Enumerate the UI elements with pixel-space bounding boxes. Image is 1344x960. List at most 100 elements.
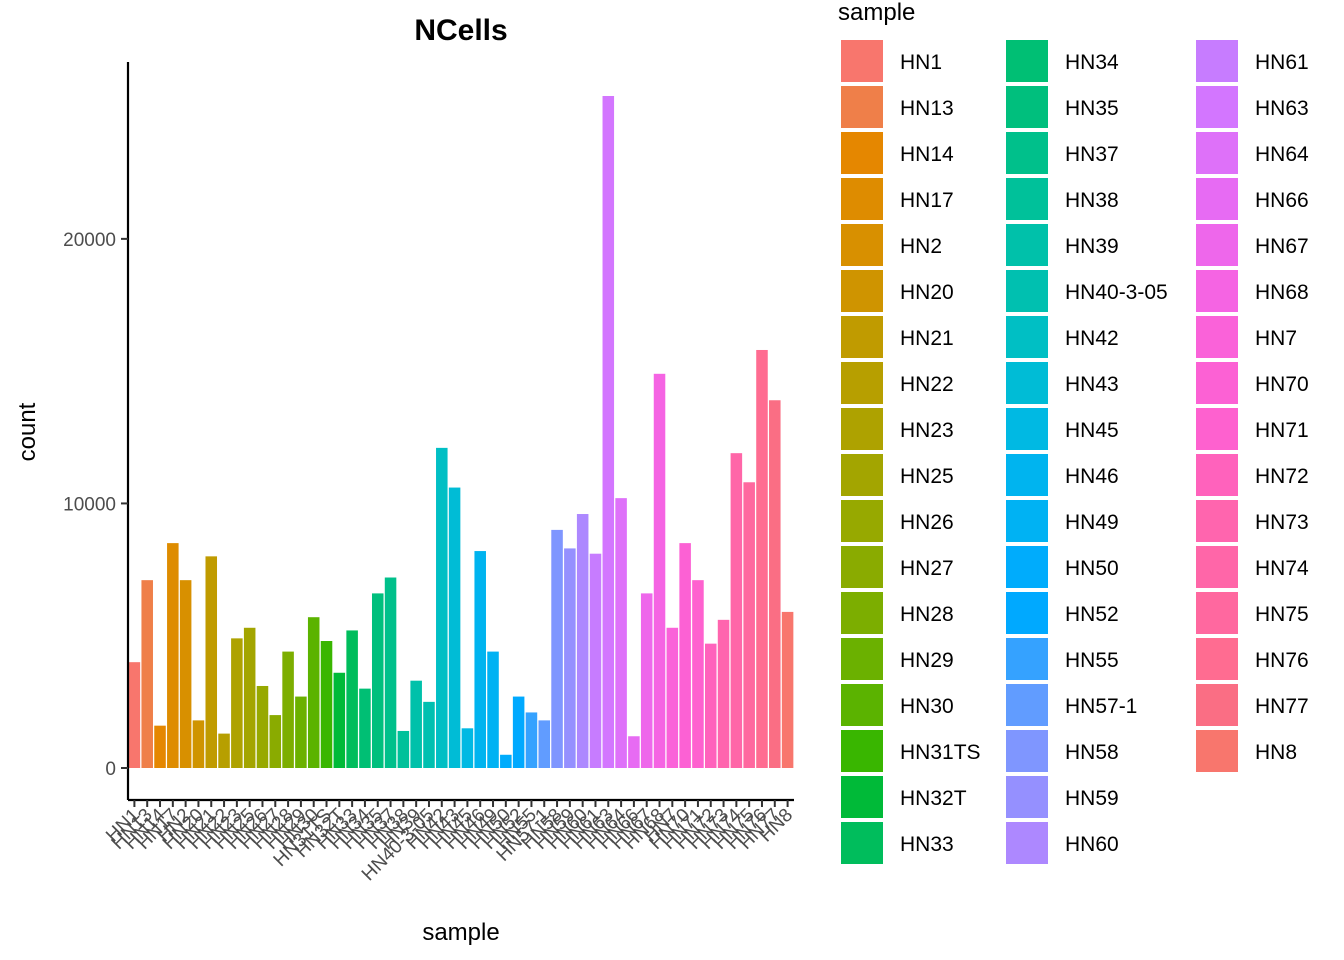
- legend-label: HN17: [900, 189, 954, 212]
- legend-key-hn14: [841, 132, 883, 174]
- legend-key-hn50: [1006, 546, 1048, 588]
- legend-key-hn67: [1196, 224, 1238, 266]
- bar-hn59: [564, 548, 576, 768]
- legend-key-hn2: [841, 224, 883, 266]
- bar-hn55: [525, 712, 538, 768]
- legend-label: HN45: [1065, 419, 1119, 442]
- legend-key-hn40-3-05: [1006, 270, 1048, 312]
- legend-key-hn58: [1006, 730, 1048, 772]
- y-ticks-group: 0 10000 20000: [63, 230, 128, 780]
- bars-group: [128, 96, 794, 768]
- legend-label: HN23: [900, 419, 954, 442]
- legend-key-hn28: [841, 592, 883, 634]
- bar-hn20: [192, 720, 205, 768]
- legend-label: HN35: [1065, 97, 1119, 120]
- legend-label: HN38: [1065, 189, 1119, 212]
- bar-hn26: [256, 685, 269, 768]
- bar-hn64: [615, 498, 627, 768]
- bar-hn52: [512, 696, 525, 768]
- bar-hn57-1: [538, 720, 551, 768]
- legend-key-hn64: [1196, 132, 1238, 174]
- bar-hn60: [576, 514, 589, 768]
- bar-hn58: [551, 529, 563, 768]
- bar-hn13: [141, 580, 153, 768]
- legend-label: HN63: [1255, 97, 1309, 120]
- legend-key-hn57-1: [1006, 684, 1048, 726]
- legend-label: HN42: [1065, 327, 1119, 350]
- legend-key-hn25: [841, 454, 883, 496]
- legend-key-hn52: [1006, 592, 1048, 634]
- legend-label: HN7: [1255, 327, 1297, 350]
- legend-key-hn38: [1006, 178, 1048, 220]
- bar-hn38: [397, 730, 410, 768]
- legend-label: HN34: [1065, 51, 1119, 74]
- bar-hn25: [243, 627, 256, 768]
- bar-hn76: [756, 349, 768, 768]
- bar-hn46: [474, 551, 486, 768]
- bar-hn61: [589, 553, 602, 768]
- bar-hn30: [307, 617, 320, 768]
- legend-key-hn29: [841, 638, 883, 680]
- bar-hn7: [666, 627, 679, 768]
- legend: HN1 HN13 HN14 HN17 HN2 HN20 HN21 HN22 HN23 HN25 HN…: [841, 40, 1309, 864]
- bar-hn8: [781, 611, 794, 768]
- legend-key-hn71: [1196, 408, 1238, 450]
- bar-hn75: [743, 482, 755, 768]
- legend-label: HN59: [1065, 787, 1119, 810]
- legend-label: HN32T: [900, 787, 967, 810]
- legend-label: HN13: [900, 97, 954, 120]
- legend-key-hn70: [1196, 362, 1238, 404]
- bar-hn17: [167, 543, 179, 768]
- legend-key-hn76: [1196, 638, 1238, 680]
- legend-label: HN27: [900, 557, 954, 580]
- legend-key-hn46: [1006, 454, 1048, 496]
- legend-label: HN73: [1255, 511, 1309, 534]
- legend-key-hn45: [1006, 408, 1048, 450]
- legend-label: HN33: [900, 833, 954, 856]
- legend-label: HN66: [1255, 189, 1309, 212]
- bar-hn35: [371, 593, 384, 768]
- x-ticks-group: HN1HN13HN14HN17HN2HN20HN21HN22HN23HN25HN…: [102, 800, 797, 885]
- bar-hn31ts: [320, 641, 333, 768]
- legend-key-hn34: [1006, 40, 1048, 82]
- legend-key-hn21: [841, 316, 883, 358]
- bar-hn14: [154, 725, 166, 768]
- legend-key-hn13: [841, 86, 883, 128]
- legend-label: HN52: [1065, 603, 1119, 626]
- bar-hn70: [679, 543, 691, 768]
- legend-label: HN75: [1255, 603, 1309, 626]
- axes-group: [126, 62, 794, 802]
- y-tick-label: 20000: [63, 230, 116, 251]
- legend-label: HN77: [1255, 695, 1309, 718]
- bar-hn63: [602, 96, 615, 768]
- bar-hn74: [730, 453, 743, 768]
- legend-key-hn8: [1196, 730, 1238, 772]
- legend-key-hn43: [1006, 362, 1048, 404]
- legend-label: HN20: [900, 281, 954, 304]
- bar-hn28: [282, 651, 294, 768]
- bar-hn34: [359, 688, 371, 768]
- legend-key-hn35: [1006, 86, 1048, 128]
- legend-key-hn66: [1196, 178, 1238, 220]
- legend-label: HN49: [1065, 511, 1119, 534]
- legend-key-hn73: [1196, 500, 1238, 542]
- bar-hn67: [640, 593, 653, 768]
- legend-title: sample: [838, 0, 915, 26]
- legend-label: HN50: [1065, 557, 1119, 580]
- bar-hn27: [269, 715, 282, 768]
- bar-hn68: [653, 373, 666, 768]
- legend-label: HN14: [900, 143, 954, 166]
- legend-label: HN74: [1255, 557, 1309, 580]
- legend-label: HN28: [900, 603, 954, 626]
- bar-hn43: [448, 487, 461, 768]
- legend-label: HN1: [900, 51, 942, 74]
- legend-key-hn1: [841, 40, 883, 82]
- legend-key-hn49: [1006, 500, 1048, 542]
- legend-key-hn7: [1196, 316, 1238, 358]
- legend-label: HN22: [900, 373, 954, 396]
- bar-hn29: [295, 696, 307, 768]
- legend-label: HN43: [1065, 373, 1119, 396]
- legend-key-hn23: [841, 408, 883, 450]
- bar-hn45: [461, 728, 474, 768]
- bar-hn66: [628, 736, 640, 768]
